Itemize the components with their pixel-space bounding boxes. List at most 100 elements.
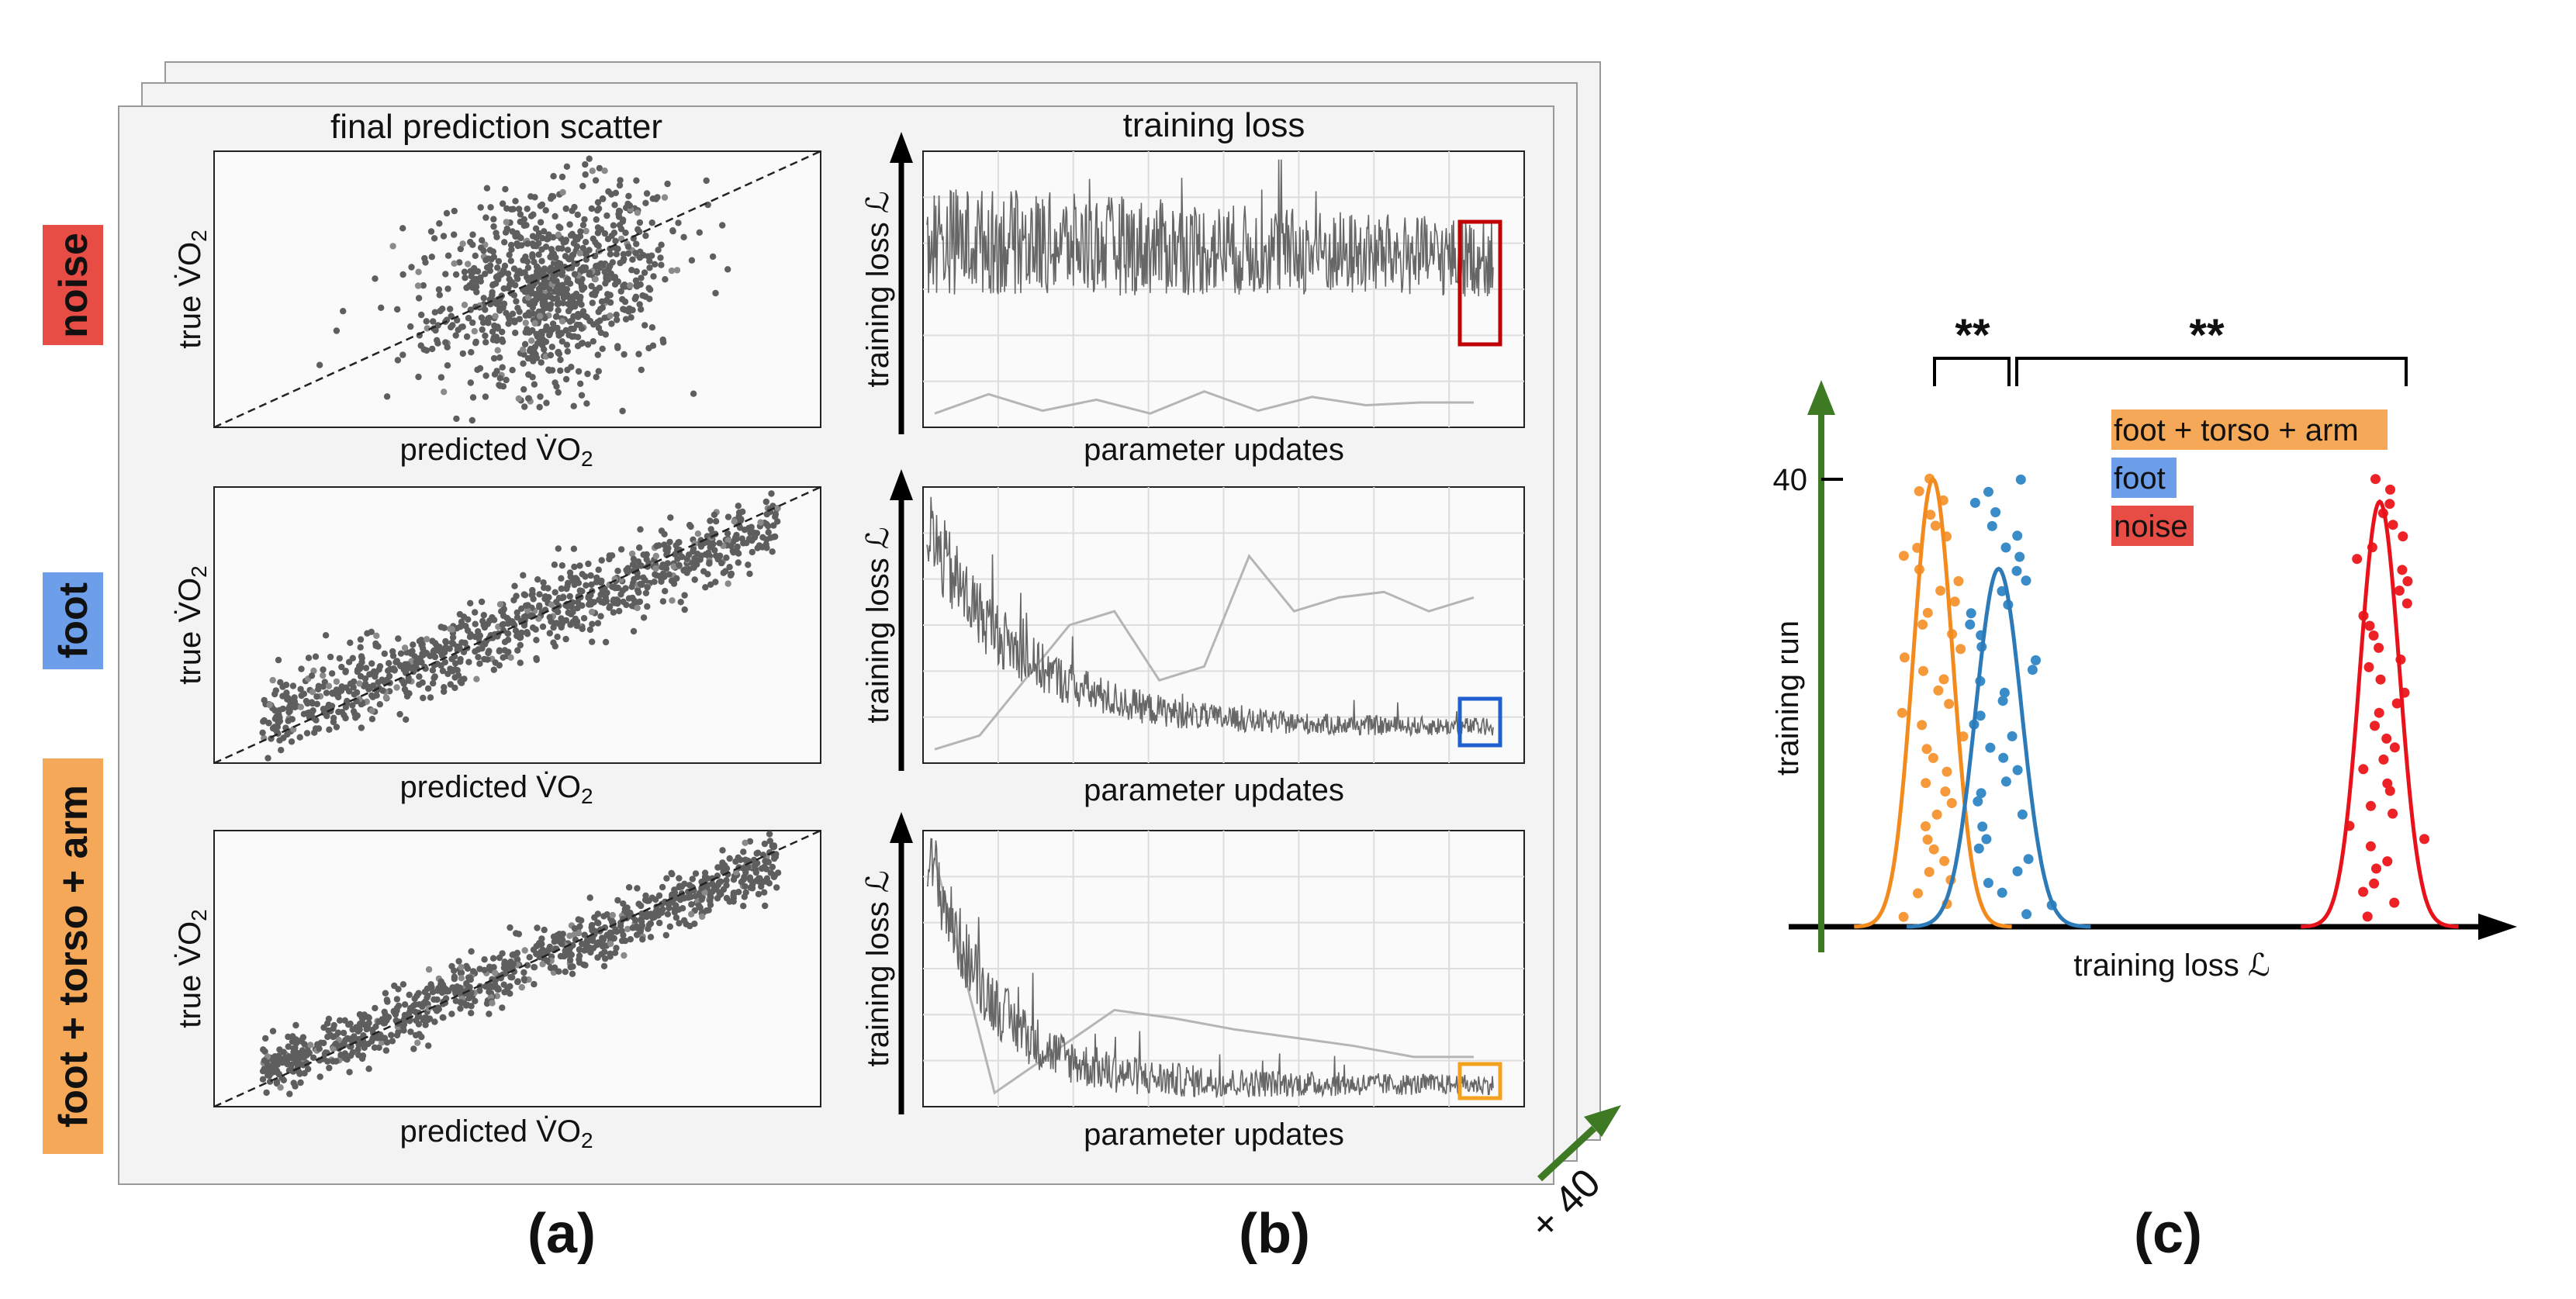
scatter-point xyxy=(520,969,527,976)
scatter-point xyxy=(338,709,346,716)
scatter-point xyxy=(321,1050,329,1058)
scatter-point xyxy=(616,607,623,615)
scatter-point xyxy=(261,1057,268,1064)
scatter-point xyxy=(656,572,663,579)
scatter-point xyxy=(379,687,386,694)
scatter-point xyxy=(723,554,730,561)
training-run-point xyxy=(2391,698,2402,709)
scatter-point xyxy=(576,562,583,569)
scatter-point xyxy=(719,859,726,866)
scatter-point xyxy=(340,308,347,315)
training-run-point xyxy=(2366,800,2376,811)
scatter-point xyxy=(399,225,406,232)
scatter-point xyxy=(696,229,703,236)
scatter-point xyxy=(514,647,521,654)
scatter-point xyxy=(699,913,706,921)
final-loss-box-foot xyxy=(1457,696,1502,748)
scatter-point xyxy=(625,192,632,199)
scatter-point xyxy=(517,659,524,666)
panel-letter-b: (b) xyxy=(1239,1203,1310,1265)
scatter-point xyxy=(307,1042,314,1049)
scatter-point xyxy=(383,997,390,1004)
scatter-point xyxy=(608,552,616,559)
scatter-point xyxy=(595,566,602,573)
scatter-point xyxy=(765,529,772,536)
scatter-point xyxy=(610,222,617,229)
scatter-point xyxy=(463,979,470,987)
scatter-point xyxy=(337,1052,344,1059)
scatter-point xyxy=(571,581,578,589)
scatter-point xyxy=(451,207,458,215)
scatter-point xyxy=(431,653,439,661)
scatter-point xyxy=(429,345,436,353)
scatter-point xyxy=(655,912,662,919)
scatter-point xyxy=(571,925,579,932)
scatter-point xyxy=(363,698,370,705)
scatter-point xyxy=(478,598,486,606)
scatter-point xyxy=(449,322,456,329)
scatter-point xyxy=(602,638,610,646)
scatter-point xyxy=(524,264,532,271)
scatter-point xyxy=(525,371,532,378)
scatter-point xyxy=(531,320,538,327)
training-run-point xyxy=(1899,652,1910,663)
scatter-point xyxy=(458,975,465,982)
scatter-point xyxy=(395,986,402,993)
scatter-point xyxy=(616,222,624,229)
scatter-point xyxy=(623,909,630,916)
scatter-point xyxy=(458,964,465,971)
training-run-point xyxy=(1977,821,1988,832)
scatter-point xyxy=(441,658,448,666)
scatter-point xyxy=(579,222,587,229)
scatter-point xyxy=(282,681,290,689)
scatter-point xyxy=(562,326,569,334)
scatter-point xyxy=(711,883,717,890)
scatter-point xyxy=(514,305,521,312)
scatter-point xyxy=(633,268,640,275)
scatter-point xyxy=(586,601,593,608)
scatter-point xyxy=(309,689,316,696)
scatter-point xyxy=(458,679,465,686)
scatter-point xyxy=(444,252,452,259)
scatter-point xyxy=(316,1073,323,1080)
scatter-point xyxy=(724,537,731,544)
scatter-point xyxy=(584,370,591,378)
scatter-point xyxy=(372,1023,379,1031)
scatter-point xyxy=(288,1066,295,1073)
scatter-point xyxy=(514,242,521,250)
scatter-point xyxy=(472,997,479,1005)
scatter-point xyxy=(637,580,644,588)
scatter-point xyxy=(558,940,565,948)
scatter-point xyxy=(406,690,413,697)
scatter-point xyxy=(707,581,714,588)
scatter-point xyxy=(340,1029,348,1037)
scatter-point xyxy=(569,316,576,324)
scatter-point xyxy=(381,1008,388,1016)
scatter-point xyxy=(551,561,558,568)
scatter-point xyxy=(769,548,776,555)
scatter-point xyxy=(599,195,607,202)
scatter-point xyxy=(566,221,573,228)
scatter-point xyxy=(595,205,603,212)
scatter-point xyxy=(709,253,717,261)
scatter-point xyxy=(763,520,770,528)
scatter-point xyxy=(569,970,576,978)
scatter-point xyxy=(669,227,676,235)
training-run-point xyxy=(1922,834,1933,845)
scatter-point xyxy=(594,319,601,326)
scatter-point xyxy=(448,639,455,646)
scatter-point xyxy=(538,201,546,209)
scatter-point xyxy=(613,250,620,257)
scatter-point xyxy=(483,185,491,192)
scatter-point xyxy=(638,366,645,374)
scatter-point xyxy=(692,893,699,900)
scatter-point xyxy=(646,257,653,264)
scatter-point xyxy=(493,273,501,280)
scatter-point xyxy=(498,608,505,615)
scatter-point xyxy=(389,648,396,655)
final-loss-box-foot-torso-arm xyxy=(1457,1062,1502,1100)
training-run-point xyxy=(1921,744,1932,755)
scatter-point xyxy=(681,592,688,599)
scatter-point xyxy=(501,960,508,968)
scatter-point xyxy=(382,990,389,997)
